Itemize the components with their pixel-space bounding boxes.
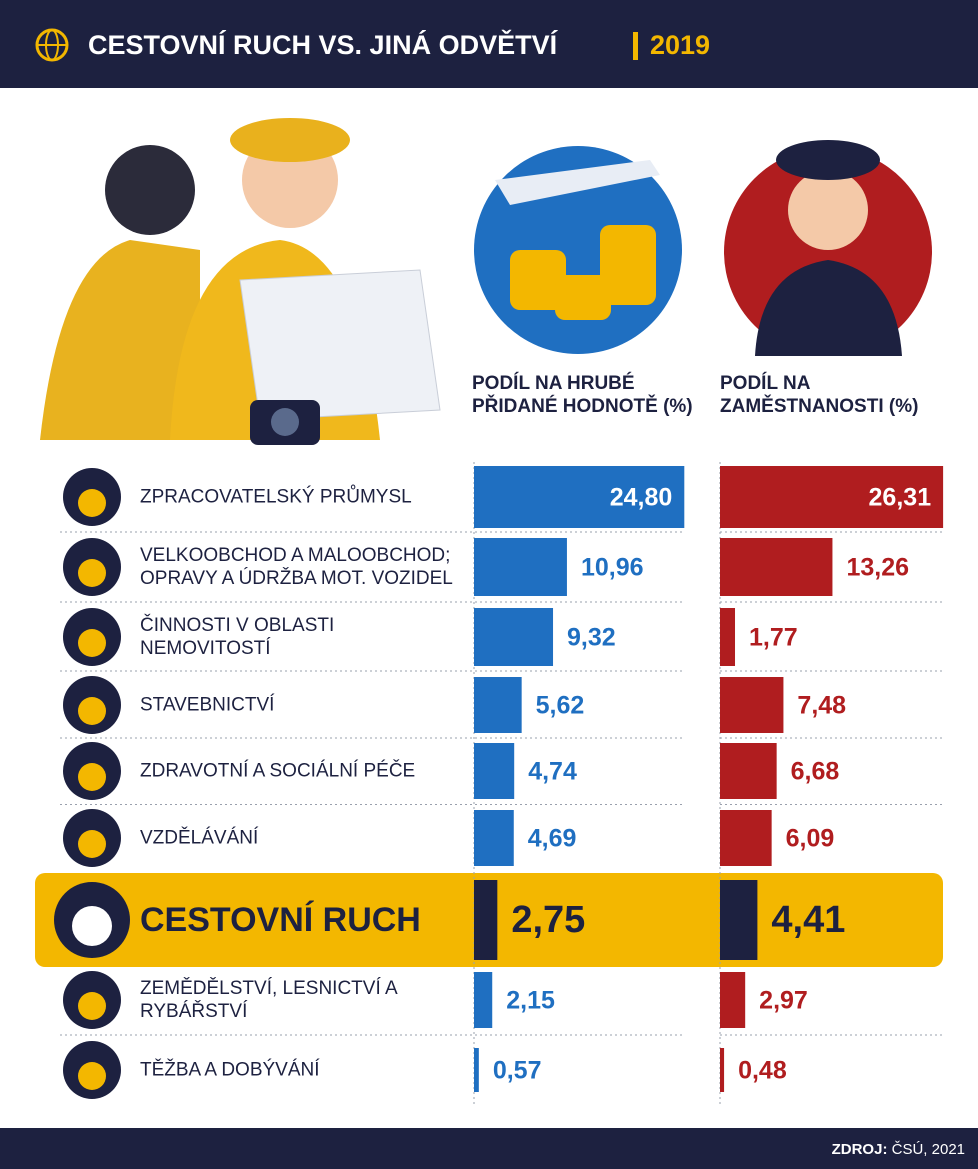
- bar: [720, 608, 735, 666]
- category-icon: [78, 830, 106, 858]
- bar: [474, 1048, 479, 1092]
- value-label: 10,96: [581, 554, 644, 582]
- category-label: ZDRAVOTNÍ A SOCIÁLNÍ PÉČE: [140, 760, 460, 783]
- bar: [474, 810, 514, 866]
- category-label: STAVEBNICTVÍ: [140, 694, 460, 717]
- category-label: CESTOVNÍ RUCH: [140, 901, 460, 939]
- category-label: ZPRACOVATELSKÝ PRŮMYSL: [140, 486, 460, 509]
- value-label: 7,48: [797, 692, 846, 720]
- year: 2019: [650, 30, 710, 60]
- bar: [720, 810, 772, 866]
- bar: [720, 1048, 724, 1092]
- bar: [720, 743, 777, 799]
- category-icon: [78, 489, 106, 517]
- bar: [474, 743, 514, 799]
- value-label: 9,32: [567, 624, 616, 652]
- category-icon: [78, 763, 106, 791]
- category-label: ZEMĚDĚLSTVÍ, LESNICTVÍ A RYBÁŘSTVÍ: [140, 977, 460, 1023]
- illustration: [40, 118, 440, 445]
- bar: [720, 538, 832, 596]
- infographic: CESTOVNÍ RUCH VS. JINÁ ODVĚTVÍ 2019 ZDRO…: [0, 0, 978, 1169]
- category-label: ČINNOSTI V OBLASTI NEMOVITOSTÍ: [140, 614, 460, 660]
- bar: [474, 677, 522, 733]
- category-icon: [78, 1062, 106, 1090]
- category-label: TĚŽBA A DOBÝVÁNÍ: [140, 1059, 460, 1082]
- title: CESTOVNÍ RUCH VS. JINÁ ODVĚTVÍ: [88, 29, 559, 60]
- value-label: 1,77: [749, 624, 798, 652]
- source: ZDROJ: ČSÚ, 2021: [832, 1141, 965, 1158]
- series-header: PODÍL NA ZAMĚSTNANOSTI (%): [720, 372, 920, 418]
- bar: [720, 677, 783, 733]
- pilot-icon: [788, 170, 868, 250]
- value-label: 4,41: [771, 899, 845, 941]
- series-header: PODÍL NA HRUBÉ PŘIDANÉ HODNOTĚ (%): [472, 372, 702, 418]
- value-label: 24,80: [610, 484, 673, 512]
- category-label: VELKOOBCHOD A MALOOBCHOD; OPRAVY A ÚDRŽB…: [140, 544, 460, 590]
- source-label: ZDROJ:: [832, 1141, 888, 1158]
- value-label: 2,97: [759, 987, 808, 1015]
- category-icon: [78, 697, 106, 725]
- value-label: 6,68: [791, 758, 840, 786]
- category-icon: [78, 559, 106, 587]
- category-icon: [78, 992, 106, 1020]
- pilot-icon: [776, 140, 880, 180]
- source-text: ČSÚ, 2021: [892, 1141, 965, 1158]
- bar: [474, 538, 567, 596]
- category-icon: [72, 906, 112, 946]
- value-label: 0,48: [738, 1057, 787, 1085]
- bar: [474, 880, 497, 960]
- value-label: 0,57: [493, 1057, 542, 1085]
- value-label: 2,75: [511, 899, 585, 941]
- title-separator: [633, 32, 638, 60]
- bar: [474, 608, 553, 666]
- value-label: 6,09: [786, 825, 835, 853]
- value-label: 13,26: [846, 554, 909, 582]
- value-label: 5,62: [536, 692, 585, 720]
- bar: [720, 972, 745, 1028]
- value-label: 4,74: [528, 758, 577, 786]
- value-label: 4,69: [528, 825, 577, 853]
- bar: [720, 880, 757, 960]
- bar: [474, 972, 492, 1028]
- value-label: 26,31: [869, 484, 932, 512]
- value-label: 2,15: [506, 987, 555, 1015]
- category-label: VZDĚLÁVÁNÍ: [140, 827, 460, 850]
- category-icon: [78, 629, 106, 657]
